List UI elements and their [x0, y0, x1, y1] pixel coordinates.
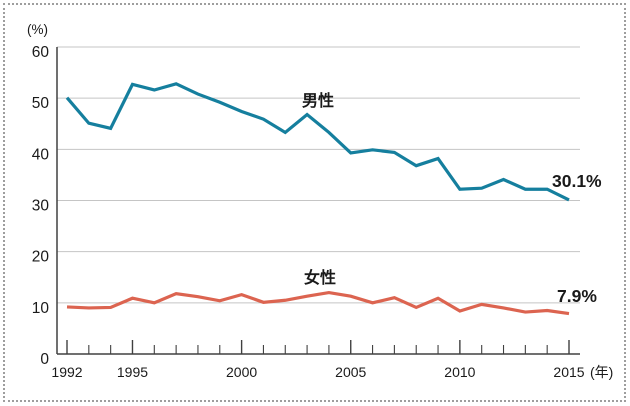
y-tick-label-40: 40	[32, 146, 50, 163]
x-tick-label-1992: 1992	[51, 364, 82, 380]
y-unit-label: (%)	[27, 22, 48, 37]
female-end-value-label: 7.9%	[557, 286, 597, 306]
figure-frame: 0 10 20 30 40 50 60 1992 1995 2000 2005 2010 2015 (%)…	[3, 3, 626, 402]
y-tick-label-20: 20	[32, 249, 50, 266]
x-tick-label-2005: 2005	[335, 364, 366, 380]
male-series-label: 男性	[302, 91, 334, 110]
x-tick-label-2010: 2010	[444, 364, 475, 380]
x-unit-label: (年)	[590, 364, 613, 380]
x-tick-label-2000: 2000	[226, 364, 257, 380]
x-tick-label-2015: 2015	[553, 364, 584, 380]
y-tick-label-10: 10	[32, 300, 50, 317]
male-series-line	[65, 82, 570, 202]
y-tick-label-50: 50	[32, 95, 50, 112]
male-end-value-label: 30.1%	[552, 171, 602, 191]
x-tick-label-1995: 1995	[117, 364, 148, 380]
y-tick-label-0: 0	[40, 351, 49, 368]
y-tick-label-30: 30	[32, 198, 50, 215]
y-tick-label-60: 60	[32, 44, 50, 61]
female-series-label: 女性	[304, 268, 336, 287]
female-series-line	[66, 290, 570, 316]
